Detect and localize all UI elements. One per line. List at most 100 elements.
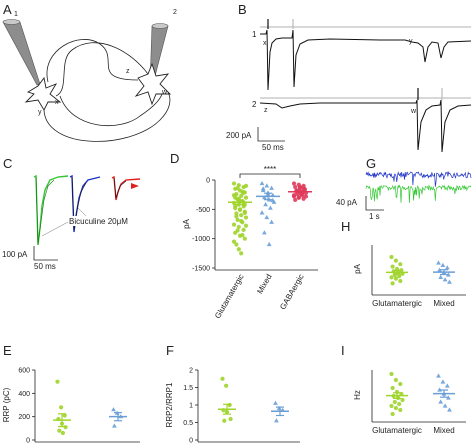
- mark-w: w: [410, 108, 417, 115]
- data-point: [397, 401, 402, 407]
- y-tick-label: 600: [18, 368, 30, 375]
- category-label: Glutamatergic: [213, 273, 246, 321]
- data-point: [260, 186, 266, 191]
- data-point: [262, 230, 267, 235]
- red-arrow-icon: [131, 183, 139, 189]
- trace-2: [259, 99, 472, 153]
- mark-z: z: [264, 107, 268, 114]
- y-tick-label: 1: [189, 403, 193, 410]
- data-point: [231, 181, 237, 186]
- data-point: [236, 247, 241, 252]
- y-tick-label: 0: [26, 438, 30, 445]
- electrode-1-icon: [2, 21, 41, 86]
- data-point: [293, 197, 298, 203]
- scalebar-g-y: 40 pA: [336, 198, 358, 207]
- scalebar-c: [33, 246, 58, 261]
- bicuculine-annotation: Bicuculine 20μM: [69, 217, 128, 226]
- panel-label-g: G: [366, 156, 376, 171]
- data-point: [291, 193, 297, 198]
- data-point: [242, 210, 247, 215]
- data-point: [437, 267, 442, 272]
- data-point: [243, 223, 249, 228]
- data-point: [301, 186, 306, 191]
- neuron-1-icon: [24, 76, 62, 111]
- data-point: [436, 260, 441, 265]
- data-point: [222, 418, 227, 423]
- mark-x: x: [263, 40, 267, 47]
- data-point: [389, 254, 394, 260]
- y-tick-label: -1000: [192, 236, 210, 243]
- data-point: [390, 281, 395, 286]
- scalebar-b-y: 200 pA: [226, 131, 252, 140]
- panel-label-i: I: [341, 343, 345, 358]
- category-label: Mixed: [255, 273, 273, 296]
- data-point: [243, 183, 249, 188]
- data-point: [269, 185, 274, 190]
- data-point: [242, 236, 247, 241]
- data-point: [57, 428, 62, 433]
- panel-label-f: F: [166, 343, 174, 358]
- neuron-2-icon: [134, 62, 172, 106]
- cell-label-z: z: [126, 68, 130, 75]
- data-point: [440, 262, 446, 267]
- significance-bracket: [239, 173, 301, 178]
- data-point: [231, 222, 237, 227]
- y-tick-label: 2: [189, 368, 193, 375]
- trace-1: [260, 29, 472, 91]
- data-point: [397, 274, 402, 279]
- y-tick-label: 400: [18, 391, 30, 398]
- scalebar-c-y: 100 pA: [2, 250, 28, 259]
- data-point: [436, 373, 441, 378]
- data-point: [393, 377, 398, 383]
- data-point: [259, 210, 265, 215]
- data-point: [398, 278, 403, 284]
- y-tick-label: -1500: [192, 266, 210, 273]
- panel-label-d: D: [170, 151, 179, 166]
- data-point: [438, 399, 444, 404]
- cell-label-x: x: [55, 99, 59, 106]
- data-point: [389, 275, 394, 280]
- data-point: [224, 383, 229, 388]
- category-label: Glutamatergic: [372, 426, 422, 435]
- y-axis-label-h: pA: [353, 263, 362, 273]
- y-axis-label-d: pA: [182, 218, 191, 228]
- category-label: GABAergic: [278, 273, 306, 312]
- electrode-1-label: 1: [14, 11, 18, 18]
- data-point: [393, 405, 398, 411]
- data-point: [234, 242, 239, 247]
- y-tick-label: 1.5: [183, 385, 193, 392]
- data-point: [59, 405, 64, 410]
- data-point: [112, 423, 117, 428]
- y-tick-label: -500: [196, 207, 210, 214]
- category-label: Mixed: [433, 426, 454, 435]
- data-point: [233, 195, 238, 200]
- data-point: [303, 194, 309, 199]
- y-axis-label-e: RRP (pC): [2, 387, 11, 422]
- y-tick-label: 0.5: [183, 420, 193, 427]
- data-point: [270, 197, 276, 203]
- data-point: [237, 207, 243, 212]
- data-point: [390, 411, 395, 417]
- data-point: [240, 233, 245, 238]
- mark-y: y: [409, 38, 413, 45]
- data-point: [234, 214, 239, 219]
- data-point: [264, 214, 270, 220]
- data-point: [111, 407, 116, 412]
- data-point: [264, 183, 270, 188]
- trace-2-label: 2: [252, 100, 257, 109]
- data-point: [296, 195, 301, 200]
- data-point: [235, 186, 240, 191]
- panel-label-b: B: [238, 2, 247, 17]
- plot-d: D 0 -500 -1000 -1500 pA Glutamatergic Mixed GABA…: [170, 151, 318, 320]
- data-point: [243, 195, 249, 200]
- scalebar-g-x: 1 s: [369, 212, 380, 221]
- data-point: [269, 219, 274, 224]
- data-point: [266, 241, 272, 247]
- data-point: [55, 379, 60, 384]
- category-label: Mixed: [433, 299, 454, 308]
- data-point: [444, 383, 450, 388]
- data-point: [231, 239, 237, 244]
- data-point: [442, 403, 448, 408]
